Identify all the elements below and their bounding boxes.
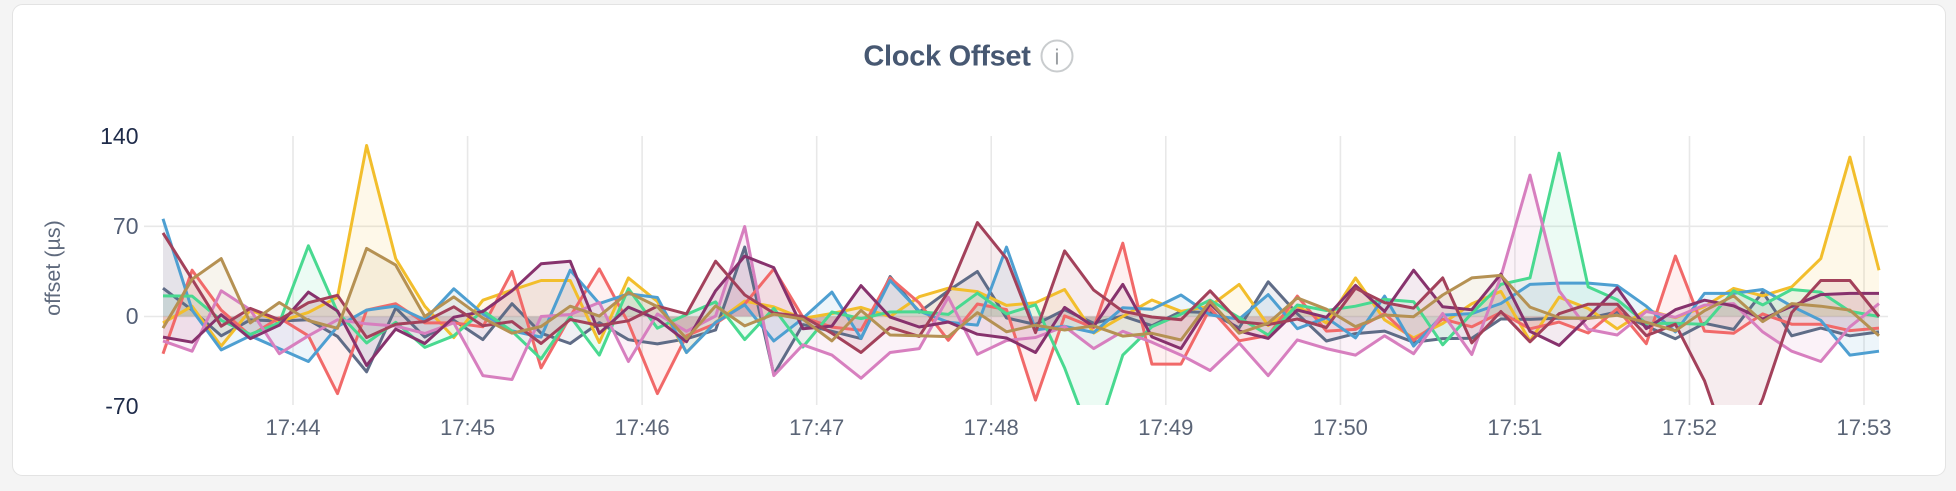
svg-text:17:45: 17:45 bbox=[440, 415, 495, 440]
svg-text:17:46: 17:46 bbox=[615, 415, 670, 440]
svg-text:17:49: 17:49 bbox=[1138, 415, 1193, 440]
svg-text:140: 140 bbox=[100, 123, 138, 149]
svg-text:17:52: 17:52 bbox=[1662, 415, 1717, 440]
svg-text:17:44: 17:44 bbox=[265, 415, 320, 440]
svg-text:17:47: 17:47 bbox=[789, 415, 844, 440]
svg-text:17:53: 17:53 bbox=[1836, 415, 1891, 440]
svg-text:offset (µs): offset (µs) bbox=[41, 220, 65, 316]
svg-text:17:50: 17:50 bbox=[1313, 415, 1368, 440]
svg-text:i: i bbox=[1055, 45, 1060, 70]
svg-text:-70: -70 bbox=[105, 393, 138, 419]
svg-text:70: 70 bbox=[113, 213, 139, 239]
svg-text:17:48: 17:48 bbox=[964, 415, 1019, 440]
svg-text:Clock Offset: Clock Offset bbox=[863, 41, 1031, 73]
svg-text:17:51: 17:51 bbox=[1487, 415, 1542, 440]
svg-text:0: 0 bbox=[126, 303, 139, 329]
